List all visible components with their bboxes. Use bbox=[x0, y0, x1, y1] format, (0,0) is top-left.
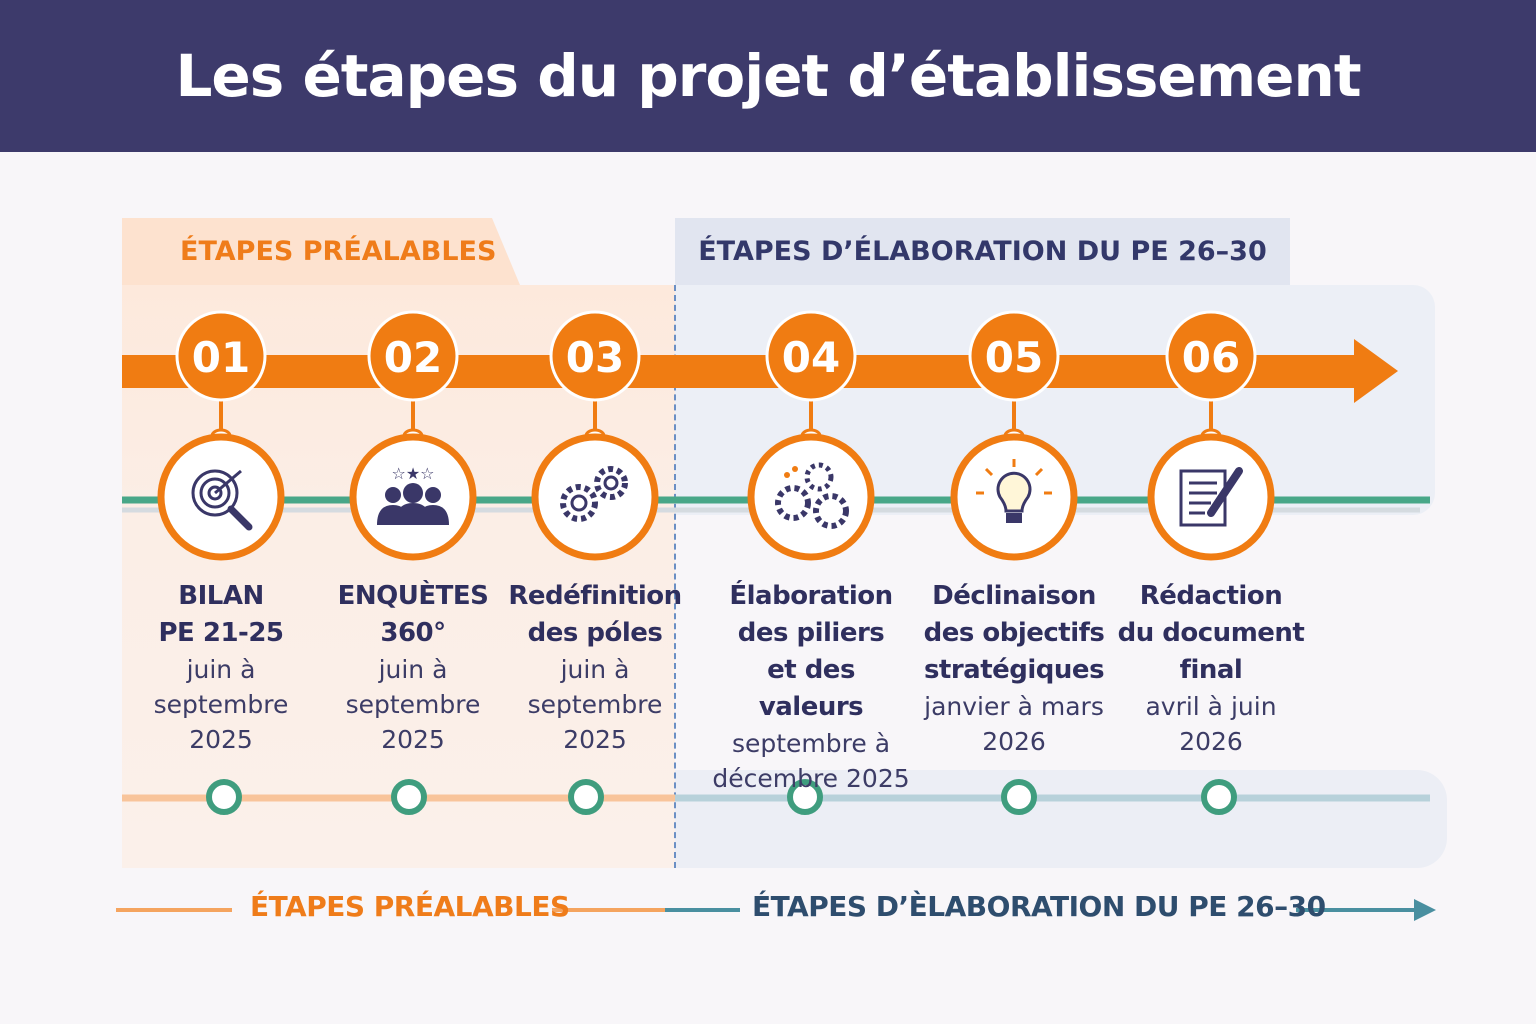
step-title-line: Élaboration bbox=[729, 581, 893, 611]
step-number: 02 bbox=[384, 333, 442, 382]
step-title-line: 360° bbox=[380, 618, 446, 648]
page-title: Les étapes du projet d’établissement bbox=[175, 42, 1361, 110]
step-node-02: 02 ☆★☆ bbox=[349, 310, 477, 815]
timeline-dot bbox=[787, 779, 823, 815]
lightbulb-icon bbox=[976, 459, 1052, 523]
step-number: 04 bbox=[782, 333, 840, 382]
step-date-line: juin à bbox=[186, 655, 256, 684]
icon-circle bbox=[1147, 433, 1275, 561]
orange-arrowhead-icon bbox=[1354, 339, 1398, 403]
number-badge bbox=[765, 310, 857, 402]
step-title-line: des piliers bbox=[737, 618, 885, 648]
step-title-line: BILAN bbox=[178, 581, 264, 611]
number-badge bbox=[1165, 310, 1257, 402]
step-label-01: BILAN PE 21-25 juin à septembre 2025 bbox=[121, 578, 321, 757]
step-title-line: des póles bbox=[527, 618, 663, 648]
step-date-line: 2025 bbox=[563, 725, 627, 754]
step-title-line: Déclinaison bbox=[932, 581, 1096, 611]
step-label-06: Rédaction du document final avril à juin 202… bbox=[1111, 578, 1311, 759]
step-title-line: du document bbox=[1117, 618, 1305, 648]
phase-divider bbox=[674, 285, 676, 868]
step-date-line: juin à bbox=[378, 655, 448, 684]
legend-preliminary: ÉTAPES PRÉALABLES bbox=[250, 890, 570, 923]
step-title-line: Rédaction bbox=[1139, 581, 1283, 611]
document-pen-icon bbox=[1179, 467, 1243, 527]
phase-tab-preliminary: ÉTAPES PRÉALABLES bbox=[122, 218, 520, 285]
legend-arrowhead-icon bbox=[1414, 899, 1436, 921]
legend-elaboration: ÉTAPES D’ÈLABORATION DU PE 26–30 bbox=[752, 890, 1326, 923]
step-number: 03 bbox=[566, 333, 624, 382]
timeline-dot bbox=[1001, 779, 1037, 815]
timeline-dot bbox=[391, 779, 427, 815]
team-stars-icon: ☆★☆ bbox=[377, 464, 449, 525]
timeline-dot bbox=[568, 779, 604, 815]
step-date-line: 2026 bbox=[1179, 727, 1243, 756]
step-title-line: PE 21-25 bbox=[158, 618, 284, 648]
step-title-line: final bbox=[1179, 655, 1243, 685]
icon-circle bbox=[747, 433, 875, 561]
step-title-line: stratégiques bbox=[923, 655, 1105, 685]
step-node-05: 05 bbox=[950, 310, 1078, 815]
step-number: 01 bbox=[192, 333, 250, 382]
step-title-line: Redéfinition bbox=[508, 581, 682, 611]
svg-text:☆★☆: ☆★☆ bbox=[391, 464, 434, 483]
step-date-line: janvier à mars bbox=[924, 692, 1104, 721]
step-label-03: Redéfinition des póles juin à septembre 2025 bbox=[495, 578, 695, 757]
number-badge bbox=[968, 310, 1060, 402]
timeline-dot bbox=[206, 779, 242, 815]
number-badge bbox=[367, 310, 459, 402]
step-date-line: 2025 bbox=[189, 725, 253, 754]
step-date-line: avril à juin bbox=[1145, 692, 1277, 721]
step-date-line: 2026 bbox=[982, 727, 1046, 756]
step-title-line: et des valeurs bbox=[758, 655, 864, 722]
gears-icon bbox=[560, 466, 628, 522]
step-date-line: décembre 2025 bbox=[712, 764, 910, 793]
step-date-line: septembre bbox=[527, 690, 663, 719]
step-label-05: Déclinaison des objectifs stratégiques janv… bbox=[914, 578, 1114, 759]
step-title-line: des objectifs bbox=[923, 618, 1105, 648]
number-badge bbox=[175, 310, 267, 402]
three-gears-icon bbox=[775, 462, 849, 529]
step-number: 05 bbox=[985, 333, 1043, 382]
timeline-dot bbox=[1201, 779, 1237, 815]
step-node-06: 06 bbox=[1147, 310, 1275, 815]
target-magnifier-icon bbox=[191, 469, 253, 531]
step-date-line: juin à bbox=[560, 655, 630, 684]
step-date-line: 2025 bbox=[381, 725, 445, 754]
step-node-03: 03 bbox=[531, 310, 659, 815]
phase-tab-elaboration: ÉTAPES D’ÉLABORATION DU PE 26–30 bbox=[675, 218, 1290, 285]
step-title-line: ENQUÈTES bbox=[337, 581, 489, 611]
step-number: 06 bbox=[1182, 333, 1240, 382]
step-label-02: ENQUÈTES 360° juin à septembre 2025 bbox=[313, 578, 513, 757]
number-badge bbox=[549, 310, 641, 402]
header-banner: Les étapes du projet d’établissement bbox=[0, 0, 1536, 152]
orange-arrow-shaft bbox=[122, 355, 1358, 388]
step-label-04: Élaboration des piliers et des valeurs sept… bbox=[711, 578, 911, 796]
step-date-line: septembre à bbox=[731, 729, 891, 758]
step-date-line: septembre bbox=[345, 690, 481, 719]
step-node-04: 04 bbox=[747, 310, 875, 815]
step-node-01: 01 bbox=[157, 310, 285, 815]
step-date-line: septembre bbox=[153, 690, 289, 719]
